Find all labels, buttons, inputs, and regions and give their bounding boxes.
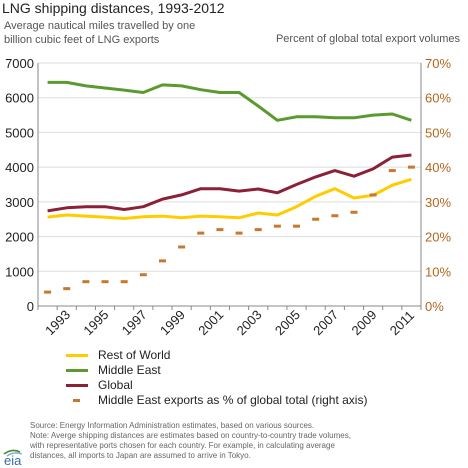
legend-label-me-share: Middle East exports as % of global total… [98,393,368,407]
x-tick-label: 1995 [80,307,111,338]
chart-title: LNG shipping distances, 1993-2012 [2,0,225,16]
left-tick-label: 1000 [5,264,34,279]
legend-item-global: Global [66,378,367,393]
right-tick-label: 70% [425,56,451,71]
left-tick-label: 7000 [5,56,34,71]
x-tick-label: 2009 [348,307,379,338]
x-tick-label: 1997 [119,307,150,338]
right-tick-label: 40% [425,160,451,175]
legend-swatch-middle-east [66,369,88,372]
x-tick-label: 2005 [272,307,303,338]
left-tick-label: 4000 [5,160,34,175]
x-tick-label: 2007 [310,307,341,338]
left-axis-title-line1: Average nautical miles travelled by one [4,20,196,32]
left-axis-title-line2: billion cubic feet of LNG exports [4,34,160,46]
x-tick-label: 2011 [387,308,417,338]
series-line-rest-of-world [47,177,412,220]
legend-label-middle-east: Middle East [98,363,161,377]
right-tick-label: 50% [425,125,451,140]
right-tick-label: 10% [425,264,451,279]
x-tick-label: 1993 [42,307,73,338]
x-tick-label: 2003 [234,307,265,338]
right-tick-label: 60% [425,91,451,106]
right-tick-label: 30% [425,195,451,210]
note-line: with representative ports chosen for eac… [30,441,335,450]
legend-swatch-rest-of-world [66,354,88,357]
eia-logo-text: eia [4,453,22,467]
left-tick-label: 3000 [5,195,34,210]
legend-label-rest-of-world: Rest of World [98,348,171,362]
chart-legend: Rest of World Middle East Global Middle … [66,348,367,408]
legend-item-middle-east: Middle East [66,363,367,378]
legend-swatch-global [66,384,88,387]
left-tick-label: 0 [27,299,34,314]
note-line: Note: Averge shipping distances are esti… [30,431,351,440]
x-tick-label: 1999 [157,307,188,338]
right-tick-label: 0% [425,299,444,314]
right-axis-title: Percent of global total export volumes [275,33,460,45]
left-tick-label: 6000 [5,91,34,106]
legend-label-global: Global [98,378,133,392]
note-line: distances, all imports to Japan are assu… [30,451,251,460]
source-line: Source: Energy Information Administratio… [30,421,315,430]
legend-item-me-share: Middle East exports as % of global total… [66,393,367,408]
x-tick-label: 2001 [195,307,226,338]
left-tick-label: 5000 [5,125,34,140]
series-line-middle-east [47,80,412,122]
legend-item-rest-of-world: Rest of World [66,348,367,363]
series-line-global [47,153,412,213]
source-note: Source: Energy Information Administratio… [30,421,466,461]
eia-logo: eia [3,449,23,467]
left-tick-label: 2000 [5,230,34,245]
left-axis-title: Average nautical miles travelled by one … [4,19,195,47]
right-tick-label: 20% [425,230,451,245]
legend-swatch-me-share [73,399,80,402]
